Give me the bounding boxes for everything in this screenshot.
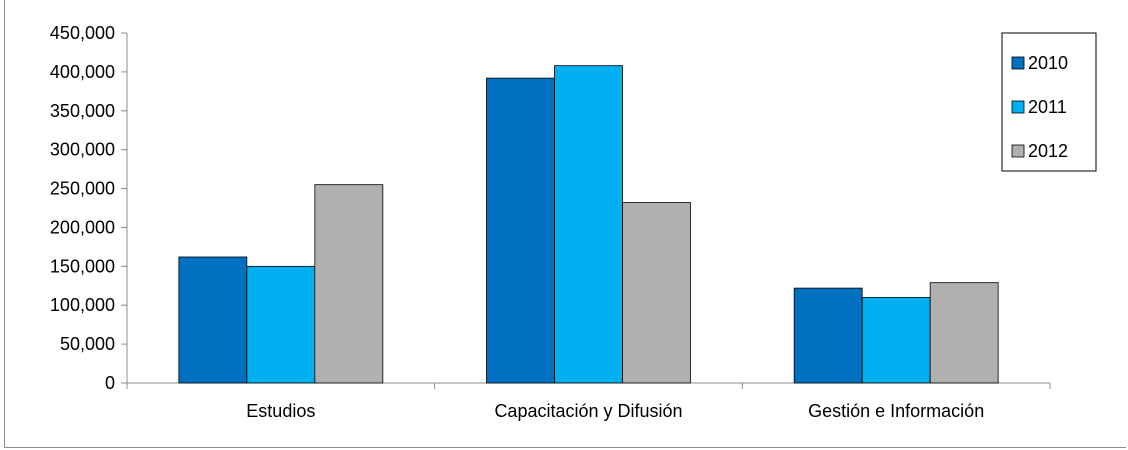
y-tick-label: 50,000 xyxy=(60,334,115,354)
y-tick-label: 350,000 xyxy=(50,101,115,121)
y-tick-label: 150,000 xyxy=(50,256,115,276)
x-category-label: Gestión e Información xyxy=(808,401,984,421)
y-tick-label: 200,000 xyxy=(50,217,115,237)
bar-2012-0 xyxy=(314,184,384,384)
y-tick-label: 0 xyxy=(105,373,115,393)
y-axis: 0 50,000 100,000 150,000 200,000 250,000 300,0… xyxy=(50,23,128,393)
y-tick-label: 250,000 xyxy=(50,179,115,199)
bar-2011-2 xyxy=(861,297,931,384)
bars xyxy=(178,65,999,384)
x-category-label: Capacitación y Difusión xyxy=(494,401,682,421)
x-category-label: Estudios xyxy=(246,401,315,421)
y-tick-label: 400,000 xyxy=(50,62,115,82)
legend-swatch-2012 xyxy=(1011,144,1025,158)
bar-2010-0 xyxy=(178,256,248,384)
legend-label-2010: 2010 xyxy=(1028,53,1068,73)
legend-label-2012: 2012 xyxy=(1028,141,1068,161)
legend-swatch-2010 xyxy=(1011,56,1025,70)
bar-2010-1 xyxy=(486,77,555,384)
y-tick-label: 300,000 xyxy=(50,140,115,160)
bar-2012-2 xyxy=(929,282,999,384)
bar-2012-1 xyxy=(622,202,691,384)
bar-2010-2 xyxy=(793,287,863,384)
y-tick-label: 450,000 xyxy=(50,23,115,43)
x-axis: Estudios Capacitación y Difusión Gestión e… xyxy=(126,382,1051,421)
legend-swatch-2011 xyxy=(1011,100,1025,114)
y-tick-label: 100,000 xyxy=(50,295,115,315)
legend-label-2011: 2011 xyxy=(1028,97,1067,117)
bar-2011-1 xyxy=(554,65,623,384)
bar-2011-0 xyxy=(246,265,316,384)
legend: 2010 2011 2012 xyxy=(1001,32,1097,172)
